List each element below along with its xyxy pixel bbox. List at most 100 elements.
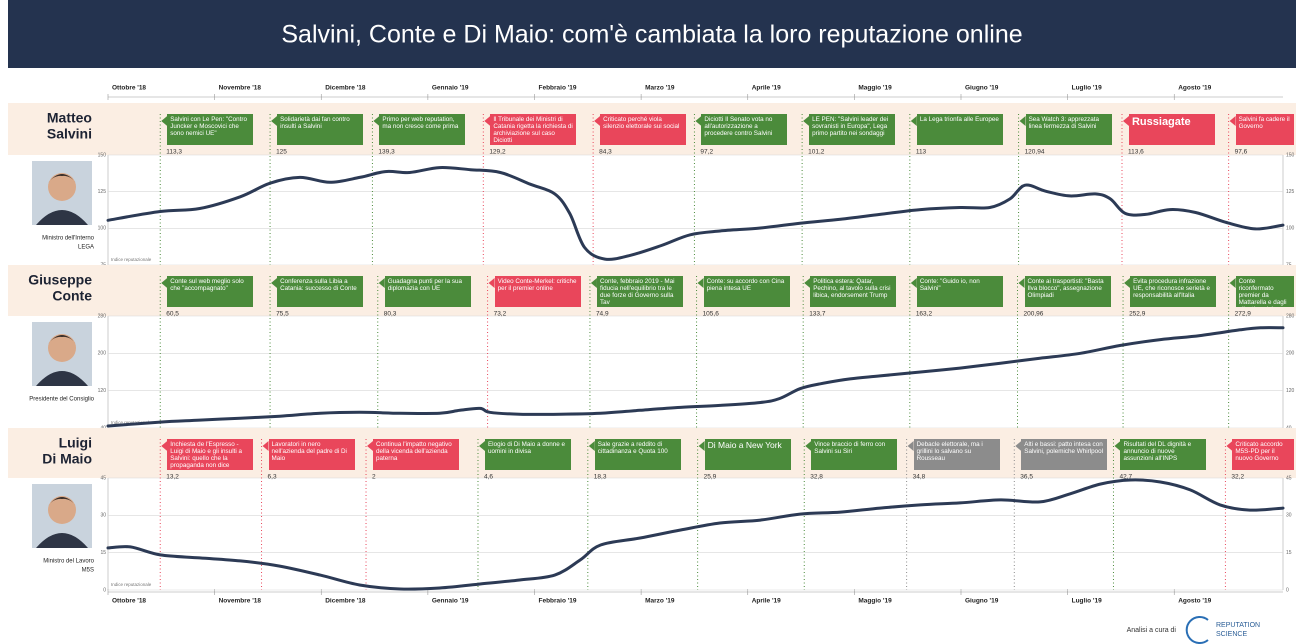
annotation-box: Vince braccio di ferro con Salvini su Si…	[811, 439, 897, 470]
logo-text: SCIENCE	[1216, 631, 1247, 638]
y-tick-label: 45	[1286, 475, 1292, 481]
annotation-box: Elogio di Di Maio a donne e uomini in di…	[485, 439, 571, 470]
annotation-box: Criticato perché viola silenzio elettora…	[600, 114, 686, 145]
annotation-value: 18,3	[594, 474, 607, 481]
annotation-value: 2	[372, 474, 376, 481]
y-tick-label: 0	[1286, 587, 1289, 593]
person-role: M5S	[82, 568, 94, 574]
y-tick-label: 45	[100, 475, 106, 481]
annotation-value: 113	[916, 149, 927, 156]
annotation-value: 25,9	[704, 474, 717, 481]
chart: Salvini, Conte e Di Maio: com'è cambiata…	[0, 0, 1304, 644]
annotation-box: LE PEN: "Salvini leader dei sovranisti i…	[809, 114, 895, 145]
x-tick-label: Maggio '19	[858, 598, 892, 605]
x-tick-label: Ottobre '18	[112, 85, 146, 92]
x-tick-label: Aprile '19	[752, 598, 781, 605]
annotation-box: Lavoratori in nero nell'azienda del padr…	[269, 439, 355, 470]
annotation-box: Il Tribunale dei Ministri di Catania rig…	[490, 114, 576, 145]
annotation-value: 163,2	[916, 311, 933, 318]
y-axis-label: Indice reputazionale	[111, 257, 152, 262]
annotation-value: 75,5	[276, 311, 289, 318]
annotation-value: 73,2	[494, 311, 507, 318]
annotation-box: La Lega trionfa alle Europee	[917, 114, 1003, 145]
annotation-box: Guadagna punti per la sua diplomazia con…	[385, 276, 471, 307]
annotation-value: 97,6	[1235, 149, 1248, 156]
annotation-box: Conte sul web meglio solo che "accompagn…	[167, 276, 253, 307]
annotation-value: 252,9	[1129, 311, 1146, 318]
person-name: Di Maio	[42, 451, 92, 467]
annotation-value: 32,8	[810, 474, 823, 481]
annotation-box: Salvini con Le Pen: "Contro Juncker e Mo…	[167, 114, 253, 145]
annotation-box: Conte ai trasportisti: "Basta Ilva blocc…	[1025, 276, 1111, 307]
person-role: Ministro dell'Interno	[42, 236, 94, 242]
y-tick-label: 100	[1286, 226, 1295, 232]
annotation-value: 113,3	[166, 149, 182, 156]
y-tick-label: 100	[98, 226, 107, 232]
x-tick-label: Giugno '19	[965, 598, 999, 605]
y-tick-label: 150	[1286, 152, 1295, 158]
annotation-value: 32,2	[1231, 474, 1244, 481]
reputation-line	[108, 168, 1283, 260]
person-role: Presidente del Consiglio	[29, 397, 94, 403]
annotation-value: 4,6	[484, 474, 493, 481]
annotation-box: Criticato accordo M5S-PD per il nuovo Go…	[1232, 439, 1294, 470]
annotation-value: 139,3	[378, 149, 395, 156]
y-tick-label: 280	[98, 313, 107, 319]
annotation-box: Conte riconfermato premier da Mattarella…	[1236, 276, 1294, 307]
y-tick-label: 280	[1286, 313, 1295, 319]
y-tick-label: 30	[1286, 513, 1292, 519]
y-axis-label: Indice reputazionale	[111, 582, 152, 587]
annotation-value: 129,2	[489, 149, 506, 156]
x-tick-label: Gennaio '19	[432, 85, 469, 92]
y-tick-label: 125	[98, 189, 107, 195]
x-tick-label: Giugno '19	[965, 85, 999, 92]
y-tick-label: 120	[98, 388, 107, 394]
annotation-box: Salvini fa cadere il Governo	[1236, 114, 1294, 145]
annotation-value: 80,3	[384, 311, 397, 318]
annotation-value: 133,7	[809, 311, 826, 318]
x-tick-label: Marzo '19	[645, 598, 675, 605]
person-name: Conte	[52, 288, 92, 304]
logo-text: REPUTATION	[1216, 622, 1260, 629]
annotation-box: Politica estera: Qatar, Pechino, al tavo…	[810, 276, 896, 307]
infographic: Salvini, Conte e Di Maio: com'è cambiata…	[0, 0, 1304, 644]
annotation-value: 272,9	[1235, 311, 1252, 318]
y-tick-label: 200	[1286, 351, 1295, 357]
annotation-value: 84,3	[599, 149, 612, 156]
annotation-value: 120,94	[1025, 149, 1045, 156]
annotation-box: Conferenza sulla Libia a Catania: succes…	[277, 276, 363, 307]
annotation-box: Evita procedura infrazione UE, che ricon…	[1130, 276, 1216, 307]
annotation-value: 105,6	[703, 311, 720, 318]
annotation-box: Sea Watch 3: apprezzata linea fermezza d…	[1026, 114, 1112, 145]
x-tick-label: Febbraio '19	[538, 85, 576, 92]
person-name: Luigi	[59, 435, 92, 451]
annotation-value: 60,5	[166, 311, 179, 318]
annotation-box: Russiagate	[1129, 114, 1215, 145]
reputation-line	[108, 480, 1283, 589]
annotation-value: 36,5	[1020, 474, 1033, 481]
x-tick-label: Marzo '19	[645, 85, 675, 92]
x-tick-label: Aprile '19	[752, 85, 781, 92]
person-name: Giuseppe	[28, 272, 92, 288]
annotation-box: Continua l'impatto negativo della vicend…	[373, 439, 459, 470]
annotation-value: 74,9	[596, 311, 609, 318]
x-tick-label: Maggio '19	[858, 85, 892, 92]
annotation-box: Video Conte-Merkel: critiche per il prem…	[495, 276, 581, 307]
x-tick-label: Febbraio '19	[538, 598, 576, 605]
x-tick-label: Agosto '19	[1178, 85, 1211, 92]
y-tick-label: 30	[100, 513, 106, 519]
logo-mark	[1187, 617, 1208, 643]
annotation-box: Conte: "Guido io, non Salvini"	[917, 276, 1003, 307]
x-tick-label: Novembre '18	[219, 85, 262, 92]
annotation-box: Debacle elettorale, ma i grillini lo sal…	[914, 439, 1000, 470]
annotation-value: 13,2	[166, 474, 179, 481]
annotation-value: 113,6	[1128, 149, 1144, 156]
person-role: LEGA	[78, 245, 94, 251]
y-tick-label: 150	[98, 152, 107, 158]
photo	[48, 496, 76, 524]
footer-text: Analisi a cura di	[1127, 627, 1177, 634]
annotation-box: Alti e bassi: patto intesa con Salvini, …	[1021, 439, 1107, 470]
y-tick-label: 15	[1286, 550, 1292, 556]
y-tick-label: 125	[1286, 189, 1295, 195]
annotation-value: 125	[276, 149, 287, 156]
